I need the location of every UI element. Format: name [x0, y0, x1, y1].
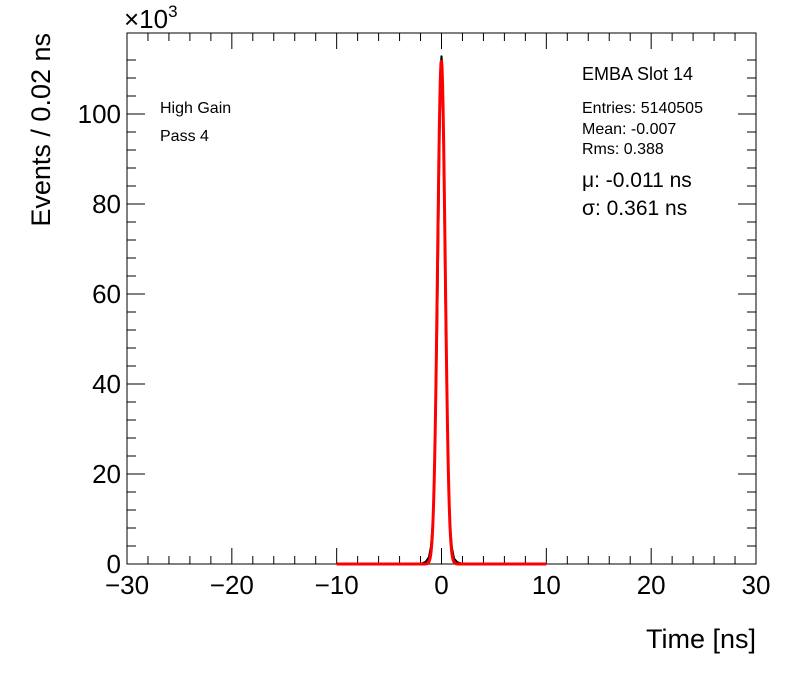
annotation-high-gain: High Gain [160, 100, 231, 117]
series-layer [336, 55, 547, 566]
stats-mean: Mean: -0.007 [582, 121, 676, 138]
x-tick-label: 0 [434, 570, 448, 600]
fit-series-line [336, 59, 547, 566]
y-axis-ticks [127, 59, 756, 565]
y-tick-label: 40 [92, 369, 121, 399]
stats-sigma: σ: 0.361 ns [582, 197, 687, 220]
stats-entries: Entries: 5140505 [582, 100, 703, 117]
y-tick-label: 20 [92, 459, 121, 489]
y-axis-tick-labels: 0 20 40 60 80 100 [78, 99, 121, 579]
x-axis-ticks [126, 33, 757, 564]
x-axis-tick-labels: −30 −20 −10 0 10 20 30 [105, 570, 771, 600]
x-tick-label: −20 [210, 570, 254, 600]
data-series-line [420, 55, 463, 565]
y-tick-label: 0 [107, 549, 121, 579]
x-tick-label: −30 [105, 570, 149, 600]
y-tick-label: 80 [92, 189, 121, 219]
x-tick-label: 20 [637, 570, 666, 600]
y-axis-title: Events / 0.02 ns [26, 33, 56, 227]
x-tick-label: 10 [532, 570, 561, 600]
stats-mu: μ: -0.011 ns [582, 169, 692, 192]
stats-rms: Rms: 0.388 [582, 141, 664, 158]
x-tick-label: −10 [315, 570, 359, 600]
stats-title: EMBA Slot 14 [582, 64, 693, 84]
x-tick-label: 30 [742, 570, 771, 600]
y-tick-label: 100 [78, 99, 121, 129]
y-tick-label: 60 [92, 279, 121, 309]
x-axis-title: Time [ns] [646, 624, 756, 654]
y-multiplier-label: ×103 [124, 2, 178, 34]
annotation-pass: Pass 4 [160, 128, 209, 145]
